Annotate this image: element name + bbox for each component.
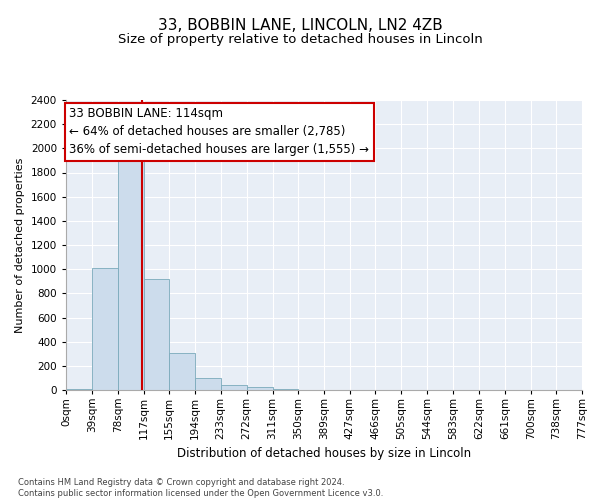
Text: 33 BOBBIN LANE: 114sqm
← 64% of detached houses are smaller (2,785)
36% of semi-: 33 BOBBIN LANE: 114sqm ← 64% of detached… — [70, 108, 370, 156]
Text: 33, BOBBIN LANE, LINCOLN, LN2 4ZB: 33, BOBBIN LANE, LINCOLN, LN2 4ZB — [158, 18, 442, 32]
Text: Contains HM Land Registry data © Crown copyright and database right 2024.
Contai: Contains HM Land Registry data © Crown c… — [18, 478, 383, 498]
Bar — [118, 160, 143, 390]
Bar — [169, 352, 195, 390]
Bar — [92, 268, 118, 390]
Bar — [247, 387, 272, 390]
Y-axis label: Number of detached properties: Number of detached properties — [15, 158, 25, 332]
Bar — [195, 378, 221, 390]
Text: Size of property relative to detached houses in Lincoln: Size of property relative to detached ho… — [118, 32, 482, 46]
Bar — [143, 279, 169, 390]
Bar — [66, 389, 92, 390]
X-axis label: Distribution of detached houses by size in Lincoln: Distribution of detached houses by size … — [177, 448, 471, 460]
Bar — [221, 384, 247, 390]
